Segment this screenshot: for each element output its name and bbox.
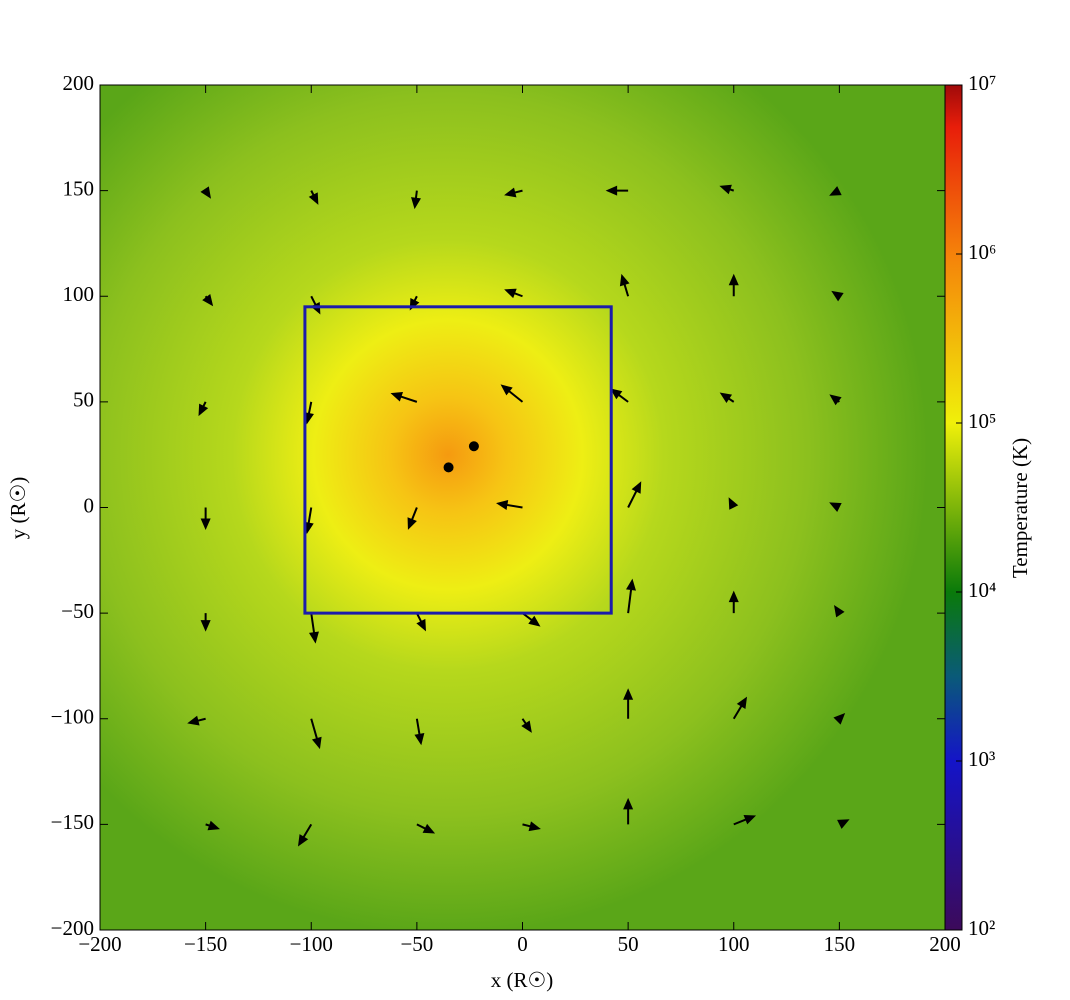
velocity-arrow <box>728 273 739 297</box>
velocity-arrow <box>200 613 211 632</box>
colorbar-tick-label: 10³ <box>968 747 995 771</box>
velocity-arrow <box>504 288 523 299</box>
velocity-arrow <box>719 184 735 195</box>
x-axis-label: x (R☉) <box>491 968 554 992</box>
velocity-arrow <box>310 718 322 750</box>
y-tick-label: 100 <box>63 282 95 306</box>
y-tick-label: 200 <box>63 71 95 95</box>
x-tick-label: −50 <box>400 932 433 956</box>
colorbar-tick-label: 10² <box>968 916 995 940</box>
velocity-arrow <box>500 384 524 403</box>
velocity-arrow <box>719 392 735 404</box>
velocity-arrow <box>200 507 211 530</box>
x-tick-label: 150 <box>824 932 856 956</box>
velocity-arrow <box>521 718 532 733</box>
velocity-arrow <box>605 185 629 196</box>
velocity-arrow <box>626 578 636 614</box>
velocity-arrow <box>833 712 846 725</box>
x-tick-label: −150 <box>184 932 227 956</box>
x-tick-label: 200 <box>929 932 961 956</box>
colorbar-tick-label: 10⁷ <box>968 71 996 95</box>
velocity-arrow <box>623 797 634 825</box>
velocity-arrow <box>610 388 629 403</box>
velocity-arrow <box>623 688 634 719</box>
velocity-arrow <box>837 819 850 829</box>
y-tick-label: 50 <box>73 388 94 412</box>
x-tick-label: −200 <box>78 932 121 956</box>
y-tick-label: 0 <box>84 493 95 517</box>
velocity-arrow <box>733 815 757 826</box>
star-point <box>443 462 454 473</box>
velocity-arrow <box>200 186 212 199</box>
velocity-arrow <box>829 186 842 196</box>
y-axis-label: y (R☉) <box>6 477 30 540</box>
velocity-arrow <box>728 497 739 510</box>
velocity-arrow <box>732 696 748 720</box>
x-tick-label: 0 <box>517 932 528 956</box>
colorbar-tick-label: 10⁵ <box>968 409 996 433</box>
velocity-arrow <box>831 290 844 302</box>
velocity-arrow <box>308 190 319 205</box>
velocity-arrow <box>297 823 313 847</box>
velocity-arrow <box>411 190 421 210</box>
colorbar-label: Temperature (K) <box>1008 438 1032 578</box>
x-tick-label: −100 <box>290 932 333 956</box>
y-tick-label: 150 <box>63 176 95 200</box>
velocity-arrow <box>187 715 206 726</box>
y-tick-label: −100 <box>51 705 94 729</box>
velocity-arrow <box>504 187 523 198</box>
velocity-arrow <box>728 590 739 614</box>
velocity-arrow <box>833 605 845 618</box>
velocity-arrow <box>829 502 842 513</box>
velocity-arrow <box>627 481 642 508</box>
star-point <box>468 441 479 452</box>
colorbar-tick-label: 10⁶ <box>968 240 996 264</box>
velocity-arrow <box>390 391 418 403</box>
y-tick-label: −50 <box>61 599 94 623</box>
velocity-arrow <box>829 394 842 406</box>
y-tick-label: −150 <box>51 810 94 834</box>
velocity-arrow <box>416 823 436 834</box>
colorbar <box>944 84 963 931</box>
x-tick-label: 100 <box>718 932 750 956</box>
y-tick-label: −200 <box>51 916 94 940</box>
velocity-arrow <box>496 500 523 510</box>
velocity-arrow <box>202 294 214 307</box>
colorbar-tick-label: 10⁴ <box>968 578 996 602</box>
velocity-arrow <box>522 821 541 832</box>
plot-area <box>187 184 850 847</box>
x-tick-label: 50 <box>618 932 639 956</box>
velocity-arrow <box>308 612 319 644</box>
velocity-arrow <box>205 820 220 831</box>
velocity-arrow <box>198 401 209 417</box>
region-box <box>303 305 613 615</box>
velocity-arrow <box>619 273 630 297</box>
velocity-arrow <box>414 718 425 746</box>
velocity-arrow <box>407 507 418 530</box>
